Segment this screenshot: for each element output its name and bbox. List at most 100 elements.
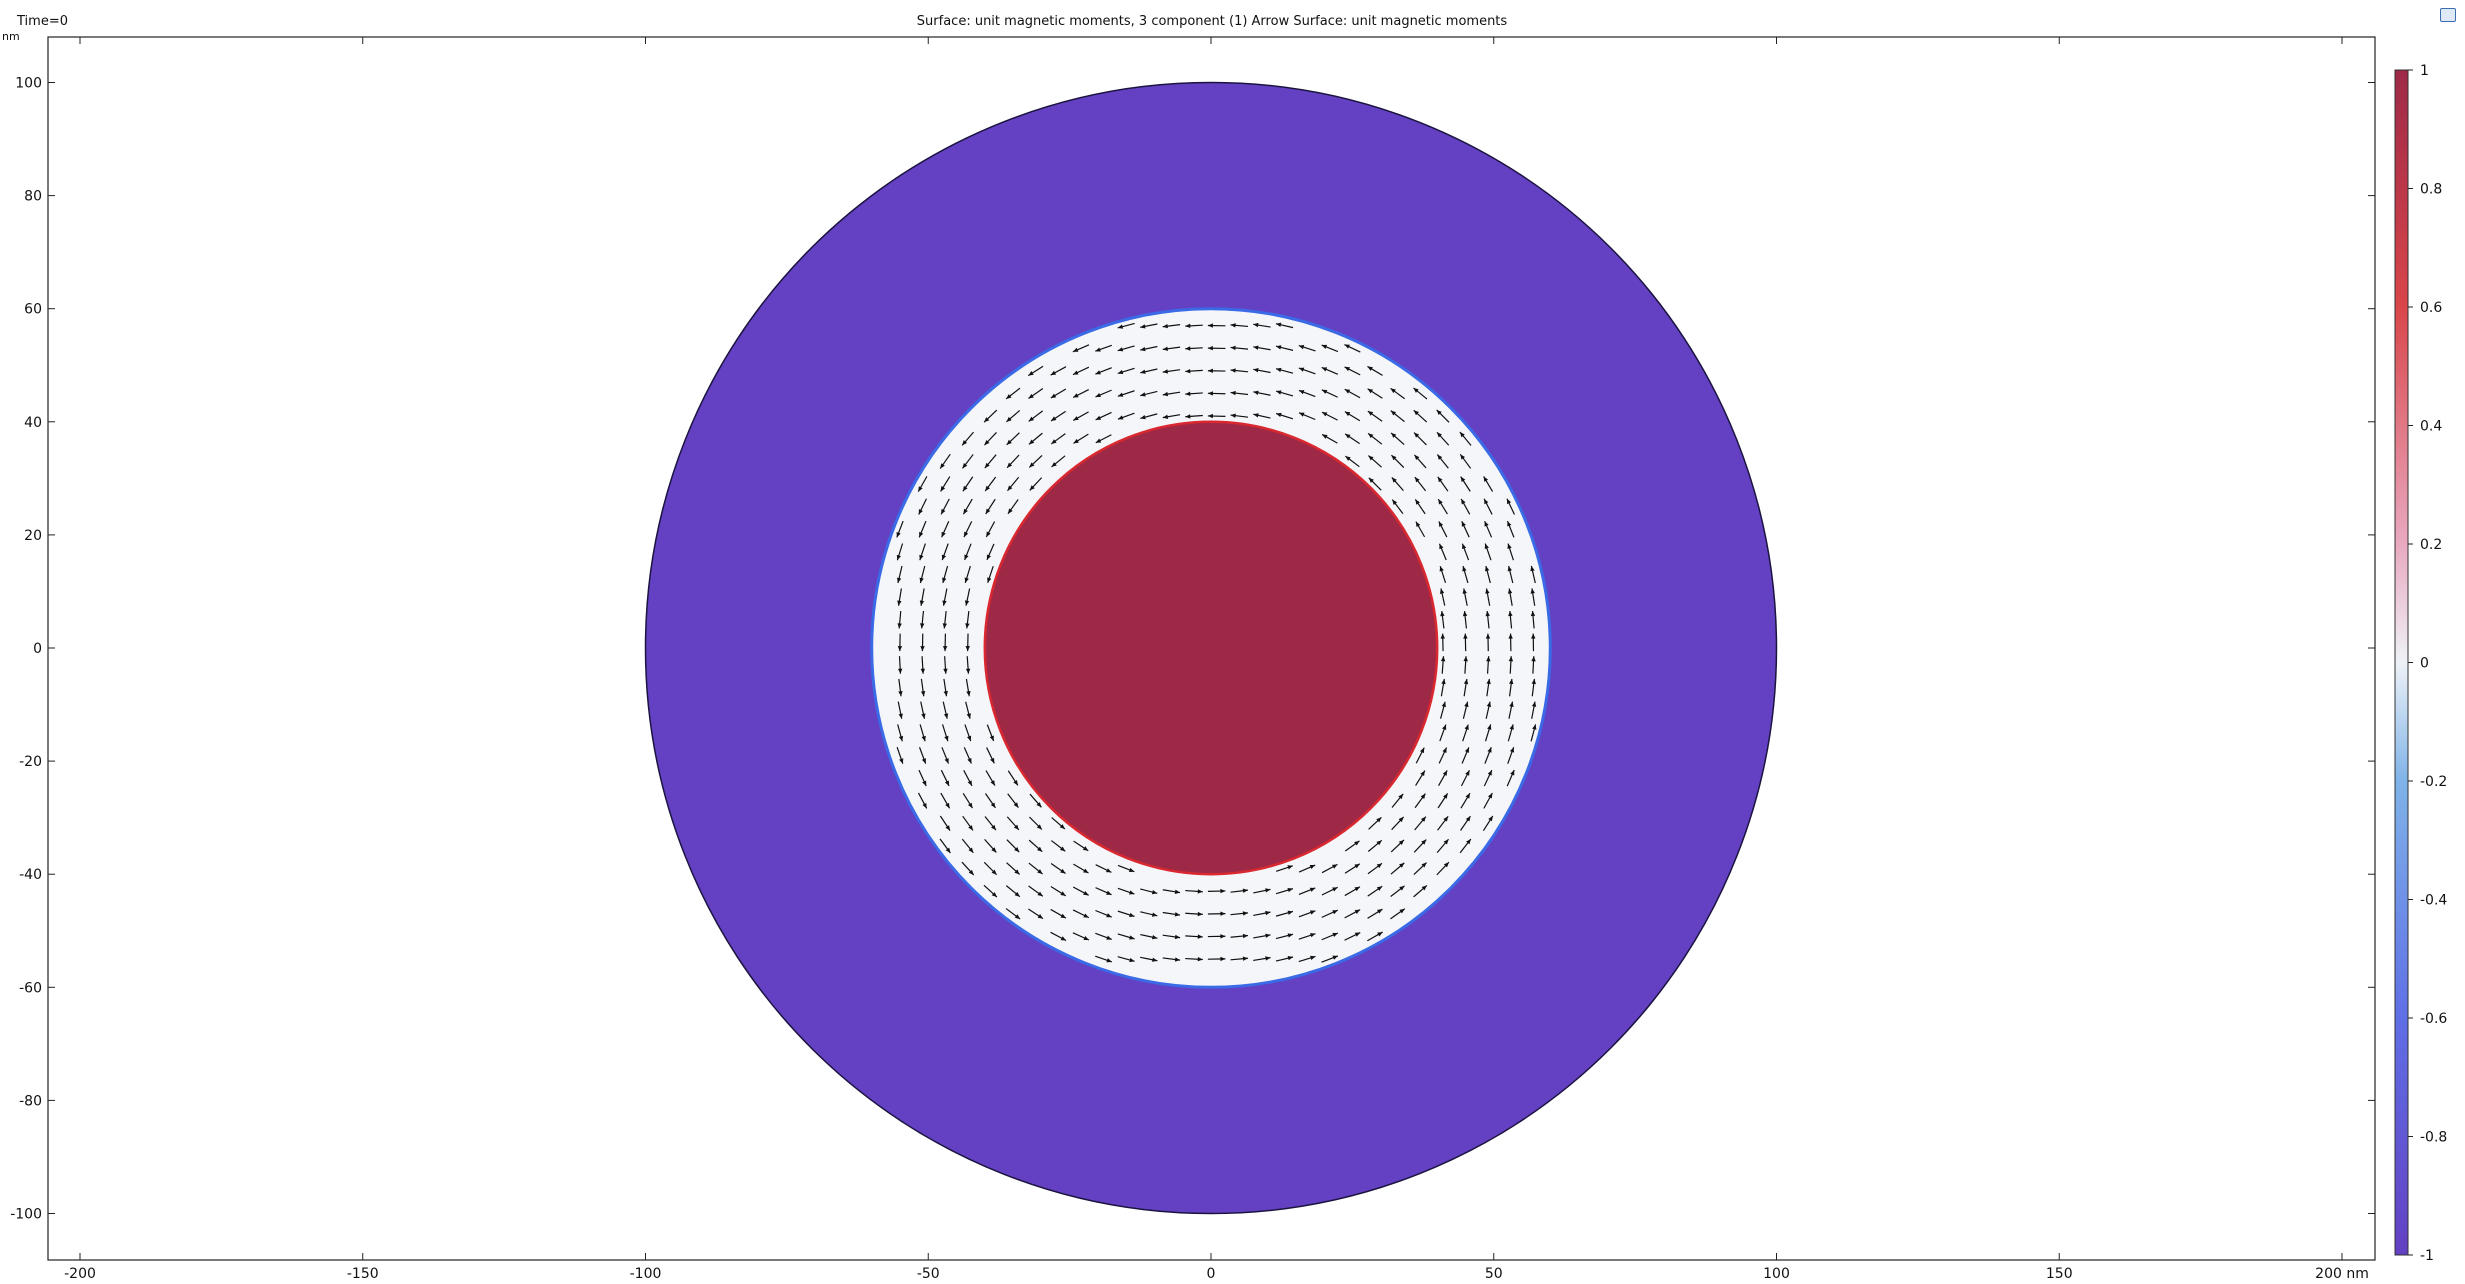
magnetic-moment-arrow bbox=[1140, 345, 1158, 352]
magnetic-moment-arrow bbox=[1253, 910, 1271, 917]
magnetic-moment-arrow bbox=[940, 769, 950, 787]
magnetic-moment-arrow bbox=[1344, 433, 1360, 445]
magnetic-moment-arrow bbox=[961, 838, 974, 854]
magnetic-moment-arrow bbox=[1321, 909, 1339, 918]
magnetic-moment-arrow bbox=[1275, 390, 1294, 397]
magnetic-moment-arrow bbox=[1072, 932, 1090, 941]
magnetic-moment-arrow bbox=[1321, 433, 1338, 444]
magnetic-moment-arrow bbox=[1345, 455, 1360, 468]
magnetic-moment-arrow bbox=[1508, 701, 1514, 719]
magnetic-moment-arrow bbox=[1440, 701, 1446, 719]
magnetic-moment-arrow bbox=[1459, 838, 1472, 854]
magnetic-moment-arrow bbox=[986, 724, 995, 742]
magnetic-moment-arrow bbox=[1440, 633, 1445, 652]
magnetic-moment-arrow bbox=[986, 747, 995, 764]
magnetic-moment-arrow bbox=[940, 498, 950, 515]
colorbar-tick-label: 1 bbox=[2420, 63, 2429, 79]
colorbar-tick-label: -0.6 bbox=[2420, 1011, 2447, 1027]
magnetic-moment-arrow bbox=[962, 498, 973, 515]
magnetic-moment-arrow bbox=[1321, 411, 1338, 421]
plot-toolbar-button[interactable] bbox=[2440, 8, 2456, 22]
x-tick-label: 0 bbox=[1207, 1266, 1216, 1282]
y-tick-label: 60 bbox=[24, 302, 42, 318]
magnetic-moment-arrow bbox=[1006, 432, 1020, 446]
magnetic-moment-arrow bbox=[1095, 887, 1112, 896]
magnetic-moment-arrow bbox=[919, 724, 926, 742]
magnetic-moment-arrow bbox=[1484, 747, 1492, 764]
magnetic-moment-arrow bbox=[1483, 498, 1493, 515]
magnetic-moment-arrow bbox=[939, 815, 951, 831]
magnetic-moment-arrow bbox=[1530, 565, 1536, 584]
magnetic-moment-arrow bbox=[1344, 840, 1360, 852]
x-tick-label: -200 bbox=[64, 1266, 96, 1282]
magnetic-moment-arrow bbox=[1207, 346, 1226, 351]
magnetic-moment-arrow bbox=[1483, 476, 1494, 492]
magnetic-moment-arrow bbox=[1439, 565, 1447, 584]
magnetic-moment-arrow bbox=[1437, 793, 1449, 809]
magnetic-moment-arrow bbox=[1506, 520, 1515, 538]
magnetic-moment-arrow bbox=[896, 543, 904, 561]
magnetic-moment-arrow bbox=[1344, 411, 1361, 422]
magnetic-moment-arrow bbox=[1275, 933, 1294, 940]
magnetic-moment-arrow bbox=[962, 815, 974, 831]
magnetic-moment-arrow bbox=[1073, 863, 1089, 874]
magnetic-moment-arrow bbox=[941, 747, 950, 764]
magnetic-moment-arrow bbox=[1484, 543, 1492, 561]
magnetic-moment-arrow bbox=[897, 588, 902, 606]
magnetic-moment-arrow bbox=[1050, 931, 1067, 942]
magnetic-moment-arrow bbox=[918, 769, 927, 787]
magnetic-moment-arrow bbox=[1460, 476, 1471, 492]
magnetic-moment-arrow bbox=[1368, 816, 1382, 830]
magnetic-moment-arrow bbox=[1162, 889, 1181, 894]
magnetic-moment-arrow bbox=[919, 565, 926, 584]
magnetic-moment-arrow bbox=[1207, 956, 1226, 962]
magnetic-moment-arrow bbox=[1072, 366, 1090, 376]
magnetic-moment-arrow bbox=[1006, 816, 1020, 831]
magnetic-moment-arrow bbox=[1367, 365, 1383, 376]
magnetic-moment-arrow bbox=[1029, 816, 1043, 830]
magnetic-moment-arrow bbox=[1437, 498, 1448, 515]
magnetic-moment-arrow bbox=[1508, 610, 1513, 629]
magnetic-moment-arrow bbox=[1298, 955, 1316, 963]
magnetic-moment-arrow bbox=[1095, 932, 1112, 941]
magnetic-moment-arrow bbox=[943, 656, 948, 674]
magnetic-moment-arrow bbox=[1367, 410, 1383, 422]
magnetic-moment-arrow bbox=[1117, 887, 1135, 895]
magnetic-moment-arrow bbox=[1298, 864, 1316, 873]
magnetic-moment-arrow bbox=[984, 839, 997, 853]
magnetic-moment-arrow bbox=[965, 633, 970, 652]
magnetic-moment-arrow bbox=[897, 701, 903, 719]
magnetic-moment-arrow bbox=[1073, 840, 1089, 852]
magnetic-moment-arrow bbox=[1207, 911, 1226, 916]
magnetic-moment-arrow bbox=[1367, 862, 1383, 875]
magnetic-moment-arrow bbox=[1117, 345, 1135, 352]
magnetic-moment-arrow bbox=[1461, 521, 1470, 538]
magnetic-moment-arrow bbox=[1459, 453, 1472, 469]
magnetic-moment-arrow bbox=[1029, 477, 1043, 491]
magnetic-moment-arrow bbox=[1438, 543, 1447, 561]
magnetic-moment-arrow bbox=[1140, 933, 1158, 940]
magnetic-moment-arrow bbox=[897, 724, 904, 742]
colorbar-tick-label: 0.2 bbox=[2420, 537, 2442, 553]
x-tick-label: 50 bbox=[1485, 1266, 1503, 1282]
magnetic-moment-arrow bbox=[1162, 346, 1181, 351]
magnetic-moment-arrow bbox=[1344, 886, 1361, 897]
magnetic-moment-arrow bbox=[1507, 746, 1515, 764]
magnetic-moment-arrow bbox=[1050, 410, 1066, 422]
y-tick-label: 20 bbox=[24, 528, 42, 544]
magnetic-moment-arrow bbox=[1367, 432, 1383, 445]
magnetic-moment-arrow bbox=[1006, 839, 1020, 853]
magnetic-moment-arrow bbox=[1321, 863, 1338, 874]
magnetic-moment-arrow bbox=[1368, 477, 1382, 491]
magnetic-moment-arrow bbox=[1485, 701, 1492, 719]
magnetic-moment-arrow bbox=[1462, 610, 1468, 629]
magnetic-moment-arrow bbox=[1006, 862, 1020, 875]
magnetic-moment-arrow bbox=[897, 656, 903, 674]
magnetic-moment-arrow bbox=[1391, 816, 1405, 831]
magnetic-moment-arrow bbox=[1413, 884, 1428, 898]
magnetic-moment-arrow bbox=[1321, 389, 1338, 398]
magnetic-moment-arrow bbox=[1072, 909, 1090, 919]
magnetic-moment-arrow bbox=[1095, 434, 1112, 444]
magnetic-moment-arrow bbox=[1440, 610, 1445, 629]
